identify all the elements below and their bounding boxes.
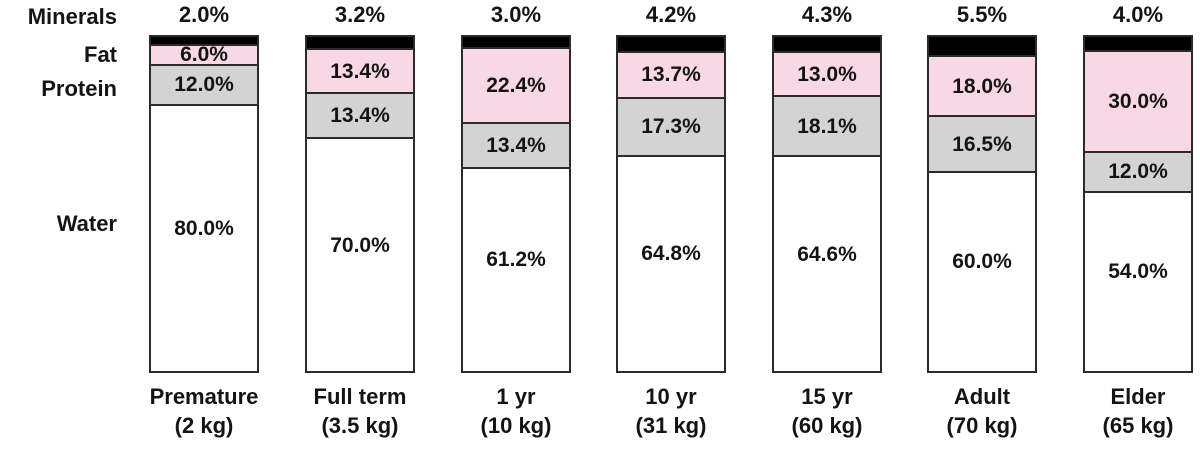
fat-value-label: 30.0% — [1108, 89, 1168, 113]
minerals-segment — [774, 37, 880, 52]
water-value-label: 80.0% — [174, 216, 234, 240]
category-label-line1: Elder — [1110, 384, 1166, 409]
fat-segment: 30.0% — [1085, 50, 1191, 151]
water-value-label: 70.0% — [330, 233, 390, 257]
fat-value-label: 18.0% — [952, 74, 1012, 98]
category-label: 1 yr (10 kg) — [481, 382, 552, 440]
series-label-water: Water — [56, 211, 117, 236]
fat-value-label: 6.0% — [180, 43, 228, 67]
protein-value-label: 16.5% — [952, 132, 1012, 156]
category-label-line1: 15 yr — [801, 384, 853, 409]
category-label: 10 yr (31 kg) — [636, 382, 707, 440]
stacked-bar: 13.4% 13.4% 70.0% — [305, 35, 415, 373]
water-segment: 64.6% — [774, 155, 880, 372]
minerals-value-label: 4.2% — [645, 2, 697, 27]
protein-value-label: 17.3% — [641, 115, 701, 139]
category-label: 15 yr (60 kg) — [792, 382, 863, 440]
minerals-value-label: 4.3% — [801, 2, 853, 27]
water-value-label: 64.8% — [641, 242, 701, 266]
category-label-line2: (70 kg) — [946, 413, 1018, 438]
category-label-line1: 1 yr — [496, 384, 536, 409]
water-segment: 61.2% — [463, 166, 569, 371]
protein-segment: 13.4% — [463, 121, 569, 167]
fat-segment: 18.0% — [929, 55, 1035, 116]
series-label-protein: Protein — [41, 76, 117, 101]
minerals-value-label: 4.0% — [1112, 2, 1164, 27]
bar-column: 4.2% 13.7% 17.3% 64.8% 10 yr (31 kg) — [616, 0, 726, 457]
category-label-line2: (2 kg) — [174, 413, 234, 438]
series-label-fat: Fat — [84, 42, 117, 67]
category-label-line1: 10 yr — [645, 384, 697, 409]
minerals-segment — [463, 37, 569, 47]
fat-value-label: 13.7% — [641, 63, 701, 87]
water-segment: 64.8% — [618, 154, 724, 371]
series-label-minerals: Minerals — [27, 4, 117, 29]
protein-value-label: 18.1% — [797, 114, 857, 138]
water-segment: 80.0% — [151, 103, 257, 371]
protein-value-label: 12.0% — [1108, 160, 1168, 184]
protein-segment: 12.0% — [1085, 150, 1191, 191]
protein-value-label: 12.0% — [174, 73, 234, 97]
protein-value-label: 13.4% — [330, 104, 390, 128]
category-label-line2: (10 kg) — [480, 413, 552, 438]
stacked-bar: 22.4% 13.4% 61.2% — [461, 35, 571, 373]
fat-segment: 22.4% — [463, 47, 569, 122]
category-label: Premature (2 kg) — [150, 382, 259, 440]
minerals-value-label: 3.0% — [490, 2, 542, 27]
fat-value-label: 13.4% — [330, 59, 390, 83]
minerals-value-label: 2.0% — [178, 2, 230, 27]
bar-column: 4.3% 13.0% 18.1% 64.6% 15 yr (60 kg) — [772, 0, 882, 457]
fat-value-label: 13.0% — [797, 62, 857, 86]
protein-segment: 16.5% — [929, 115, 1035, 171]
category-label-line1: Full term — [313, 384, 407, 409]
category-label-line2: (31 kg) — [635, 413, 707, 438]
minerals-segment — [618, 37, 724, 51]
water-segment: 70.0% — [307, 137, 413, 372]
category-label: Full term (3.5 kg) — [314, 382, 407, 440]
water-value-label: 61.2% — [486, 248, 546, 272]
category-label-line1: Adult — [953, 384, 1011, 409]
minerals-segment — [929, 37, 1035, 56]
protein-segment: 12.0% — [151, 63, 257, 104]
stacked-bar: 6.0% 12.0% 80.0% — [149, 35, 259, 373]
protein-segment: 13.4% — [307, 92, 413, 138]
minerals-segment — [307, 37, 413, 48]
protein-segment: 17.3% — [618, 96, 724, 155]
fat-segment: 6.0% — [151, 43, 257, 67]
stacked-bar: 30.0% 12.0% 54.0% — [1083, 35, 1193, 373]
water-segment: 60.0% — [929, 170, 1035, 371]
water-value-label: 54.0% — [1108, 260, 1168, 284]
fat-segment: 13.4% — [307, 47, 413, 93]
minerals-value-label: 3.2% — [334, 2, 386, 27]
stacked-bar: 18.0% 16.5% 60.0% — [927, 35, 1037, 373]
category-label-line2: (60 kg) — [791, 413, 863, 438]
water-value-label: 60.0% — [952, 250, 1012, 274]
fat-segment: 13.0% — [774, 51, 880, 95]
stacked-bar: 13.7% 17.3% 64.8% — [616, 35, 726, 373]
protein-segment: 18.1% — [774, 94, 880, 156]
bar-column: 2.0% 6.0% 12.0% 80.0% Premature (2 kg) — [149, 0, 259, 457]
bar-column: 3.0% 22.4% 13.4% 61.2% 1 yr (10 kg) — [461, 0, 571, 457]
fat-segment: 13.7% — [618, 51, 724, 97]
category-label: Elder (65 kg) — [1103, 382, 1174, 440]
bar-column: 5.5% 18.0% 16.5% 60.0% Adult (70 kg) — [927, 0, 1037, 457]
category-label-line2: (65 kg) — [1102, 413, 1174, 438]
category-label-line1: Premature — [149, 384, 259, 409]
minerals-value-label: 5.5% — [956, 2, 1008, 27]
water-segment: 54.0% — [1085, 190, 1191, 372]
category-label-line2: (3.5 kg) — [321, 413, 399, 438]
minerals-segment — [151, 37, 257, 44]
minerals-segment — [1085, 37, 1191, 51]
category-label: Adult (70 kg) — [947, 382, 1018, 440]
protein-value-label: 13.4% — [486, 133, 546, 157]
stacked-bar: 13.0% 18.1% 64.6% — [772, 35, 882, 373]
water-value-label: 64.6% — [797, 242, 857, 266]
fat-value-label: 22.4% — [486, 73, 546, 97]
bar-column: 4.0% 30.0% 12.0% 54.0% Elder (65 kg) — [1083, 0, 1193, 457]
bar-column: 3.2% 13.4% 13.4% 70.0% Full term (3.5 kg) — [305, 0, 415, 457]
